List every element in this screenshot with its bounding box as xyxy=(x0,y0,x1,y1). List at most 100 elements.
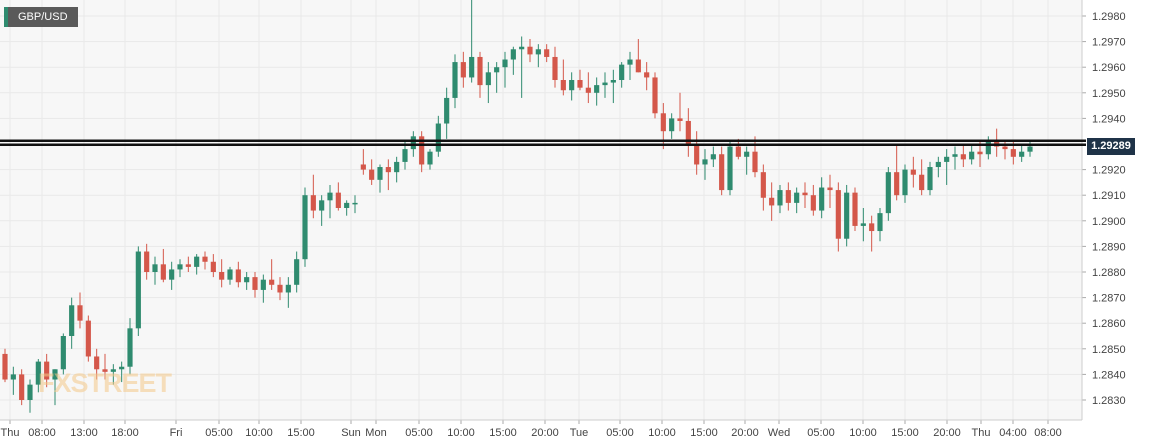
candle-body[interactable] xyxy=(785,190,791,203)
candle-body[interactable] xyxy=(244,277,250,283)
candle-body[interactable] xyxy=(19,374,25,400)
candle-body[interactable] xyxy=(560,80,566,91)
candle-body[interactable] xyxy=(510,49,516,60)
candle-body[interactable] xyxy=(452,62,458,98)
candle-body[interactable] xyxy=(344,202,350,208)
candle-body[interactable] xyxy=(760,172,766,198)
candle-body[interactable] xyxy=(144,251,150,272)
candle-body[interactable] xyxy=(769,197,775,206)
candle-body[interactable] xyxy=(419,136,425,165)
candle-body[interactable] xyxy=(277,284,283,293)
candle-body[interactable] xyxy=(502,59,508,68)
candle-body[interactable] xyxy=(527,46,533,55)
candle-body[interactable] xyxy=(1027,146,1033,152)
candle-body[interactable] xyxy=(202,256,208,262)
candle-body[interactable] xyxy=(535,49,541,55)
candle-body[interactable] xyxy=(752,151,758,173)
candle-body[interactable] xyxy=(894,172,900,196)
candle-body[interactable] xyxy=(60,336,66,370)
candle-body[interactable] xyxy=(744,151,750,157)
candle-body[interactable] xyxy=(952,154,958,157)
candle-body[interactable] xyxy=(802,192,808,196)
candle-body[interactable] xyxy=(210,261,216,272)
candle-body[interactable] xyxy=(702,159,708,165)
candle-body[interactable] xyxy=(410,136,416,150)
candle-body[interactable] xyxy=(669,118,675,132)
candle-body[interactable] xyxy=(935,161,941,168)
candle-body[interactable] xyxy=(1002,146,1008,150)
candle-body[interactable] xyxy=(102,369,108,372)
candle-body[interactable] xyxy=(85,320,91,357)
candle-body[interactable] xyxy=(544,49,550,57)
candle-body[interactable] xyxy=(594,85,600,93)
candle-body[interactable] xyxy=(902,169,908,196)
candle-body[interactable] xyxy=(10,374,16,380)
candle-body[interactable] xyxy=(269,279,275,285)
candle-body[interactable] xyxy=(777,190,783,206)
candle-body[interactable] xyxy=(960,154,966,160)
candle-body[interactable] xyxy=(327,192,333,201)
candle-body[interactable] xyxy=(252,277,258,290)
candle-body[interactable] xyxy=(469,56,475,78)
candle-body[interactable] xyxy=(219,272,225,280)
candle-body[interactable] xyxy=(369,169,375,180)
candle-body[interactable] xyxy=(610,80,616,83)
candle-body[interactable] xyxy=(385,167,391,173)
candle-body[interactable] xyxy=(794,192,800,203)
candle-body[interactable] xyxy=(677,118,683,121)
candle-body[interactable] xyxy=(719,154,725,191)
candle-body[interactable] xyxy=(427,151,433,165)
candle-body[interactable] xyxy=(885,172,891,214)
candle-body[interactable] xyxy=(485,72,491,86)
candle-body[interactable] xyxy=(352,202,358,205)
candle-body[interactable] xyxy=(1010,149,1016,157)
candle-body[interactable] xyxy=(735,146,741,157)
candle-body[interactable] xyxy=(335,192,341,208)
candle-body[interactable] xyxy=(444,97,450,124)
candle-body[interactable] xyxy=(727,146,733,191)
candle-body[interactable] xyxy=(160,264,166,280)
candle-body[interactable] xyxy=(1019,151,1025,157)
candle-body[interactable] xyxy=(869,223,875,232)
candle-body[interactable] xyxy=(169,269,175,280)
candle-body[interactable] xyxy=(627,59,633,65)
candle-body[interactable] xyxy=(660,113,666,132)
candle-body[interactable] xyxy=(194,256,200,267)
candle-body[interactable] xyxy=(77,305,83,321)
candle-body[interactable] xyxy=(27,384,33,400)
candle-body[interactable] xyxy=(477,56,483,86)
candle-body[interactable] xyxy=(977,151,983,155)
candle-body[interactable] xyxy=(377,167,383,180)
candle-body[interactable] xyxy=(710,154,716,160)
candle-body[interactable] xyxy=(302,195,308,260)
candle-body[interactable] xyxy=(810,195,816,211)
candle-body[interactable] xyxy=(685,120,691,144)
candle-body[interactable] xyxy=(2,353,8,380)
candle-body[interactable] xyxy=(110,369,116,372)
candle-body[interactable] xyxy=(819,187,825,211)
candle-body[interactable] xyxy=(69,305,75,336)
candle-body[interactable] xyxy=(235,269,241,283)
candle-body[interactable] xyxy=(602,82,608,86)
candle-body[interactable] xyxy=(919,174,925,191)
candle-body[interactable] xyxy=(294,259,300,285)
candle-body[interactable] xyxy=(852,192,858,226)
candle-body[interactable] xyxy=(135,251,141,329)
candle-body[interactable] xyxy=(569,80,575,91)
candle-body[interactable] xyxy=(844,192,850,239)
candle-body[interactable] xyxy=(944,156,950,162)
candle-body[interactable] xyxy=(319,200,325,211)
candle-body[interactable] xyxy=(94,356,100,370)
candle-body[interactable] xyxy=(635,59,641,73)
candle-body[interactable] xyxy=(877,213,883,232)
candle-body[interactable] xyxy=(494,67,500,73)
candle-body[interactable] xyxy=(985,141,991,155)
candle-body[interactable] xyxy=(552,56,558,80)
candle-body[interactable] xyxy=(360,164,366,170)
candle-body[interactable] xyxy=(585,87,591,93)
candle-body[interactable] xyxy=(127,328,133,367)
candle-body[interactable] xyxy=(119,366,125,370)
candle-body[interactable] xyxy=(619,64,625,80)
candle-body[interactable] xyxy=(910,169,916,175)
